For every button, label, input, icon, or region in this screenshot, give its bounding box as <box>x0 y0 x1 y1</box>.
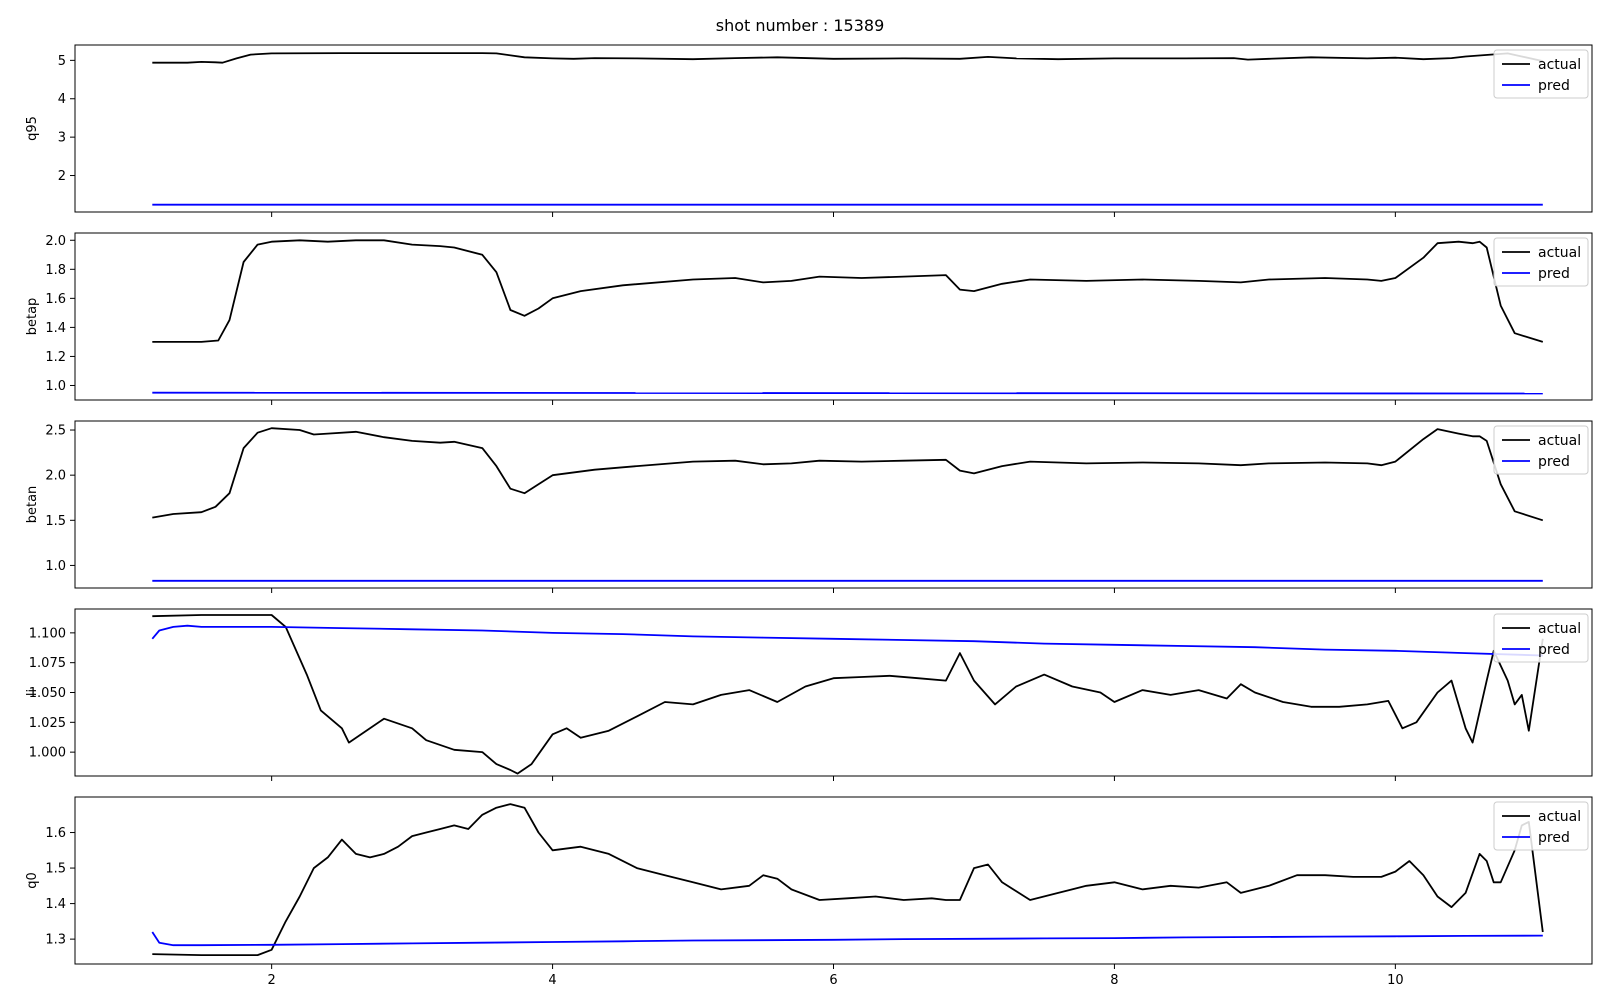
x-tick-label: 10 <box>1387 973 1404 988</box>
legend-box <box>1493 613 1589 663</box>
subplot-q95: 2 3 4 5 q95 actual pred <box>25 44 1593 217</box>
legend-box <box>1493 49 1589 99</box>
y-axis-label: betan <box>25 486 40 524</box>
legend-label-pred: pred <box>1538 830 1570 846</box>
y-tick-label: 2.5 <box>45 424 66 439</box>
subplot-betap: 1.0 1.2 1.4 1.6 1.8 2.0 betap actual pred <box>25 232 1593 405</box>
legend-box <box>1493 801 1589 851</box>
series-line-actual <box>152 614 1544 775</box>
y-axis-label: betap <box>25 298 40 336</box>
x-tick-label: 6 <box>829 973 837 988</box>
series-line-actual <box>152 52 1543 64</box>
y-tick-label: 1.2 <box>45 350 66 365</box>
y-axis-label: q0 <box>25 872 40 889</box>
y-tick-label: 2.0 <box>45 469 66 484</box>
legend-label-pred: pred <box>1538 266 1570 282</box>
y-tick-label: 1.025 <box>29 716 66 731</box>
legend-label-actual: actual <box>1538 245 1581 261</box>
y-tick-label: 1.8 <box>45 263 66 278</box>
series-line-pred <box>152 391 1543 395</box>
legend-box <box>1493 425 1589 475</box>
y-tick-label: 2 <box>58 169 66 184</box>
legend: actual pred <box>1493 801 1589 851</box>
legend-label-pred: pred <box>1538 78 1570 94</box>
series-line-pred <box>151 624 1543 657</box>
series-line-actual <box>152 239 1544 343</box>
axes-frame <box>74 608 1593 777</box>
y-tick-label: 1.3 <box>45 933 66 948</box>
figure-title: shot number : 15389 <box>715 16 885 35</box>
y-tick-label: 1.075 <box>29 656 66 671</box>
y-tick-label: 1.050 <box>29 686 66 701</box>
y-tick-label: 1.100 <box>29 626 66 641</box>
x-tick-label: 4 <box>548 973 556 988</box>
axes-frame <box>74 232 1593 401</box>
legend: actual pred <box>1493 49 1589 99</box>
subplot-li: 1.000 1.025 1.050 1.075 1.100 li actual pred <box>25 608 1593 781</box>
y-tick-label: 1.0 <box>45 379 66 394</box>
x-tick-label: 2 <box>268 973 276 988</box>
y-tick-label: 1.5 <box>45 514 66 529</box>
y-tick-label: 1.4 <box>45 897 66 912</box>
legend-label-actual: actual <box>1538 57 1581 73</box>
subplot-q0: 1.3 1.4 1.5 1.6 2 4 6 8 10 q0 actual pred <box>25 796 1593 988</box>
subplot-betan: 1.0 1.5 2.0 2.5 betan actual pred <box>25 420 1593 593</box>
legend-label-pred: pred <box>1538 454 1570 470</box>
y-tick-label: 1.6 <box>45 292 66 307</box>
series-line-actual <box>152 803 1544 956</box>
legend: actual pred <box>1493 237 1589 287</box>
y-tick-label: 2.0 <box>45 234 66 249</box>
y-tick-label: 1.4 <box>45 321 66 336</box>
axes-frame <box>74 420 1593 589</box>
legend-label-pred: pred <box>1538 642 1570 658</box>
y-axis-label: li <box>25 689 40 696</box>
y-tick-label: 1.0 <box>45 559 66 574</box>
y-axis-label: q95 <box>25 116 40 141</box>
legend-label-actual: actual <box>1538 433 1581 449</box>
series-line-actual <box>152 427 1544 522</box>
legend: actual pred <box>1493 613 1589 663</box>
y-tick-label: 1.000 <box>29 746 66 761</box>
x-tick-label: 8 <box>1110 973 1118 988</box>
legend-label-actual: actual <box>1538 809 1581 825</box>
y-tick-label: 4 <box>58 92 66 107</box>
y-tick-label: 1.5 <box>45 862 66 877</box>
legend: actual pred <box>1493 425 1589 475</box>
series-line-pred <box>151 931 1543 947</box>
y-tick-label: 1.6 <box>45 826 66 841</box>
axes-frame <box>74 44 1593 213</box>
legend-label-actual: actual <box>1538 621 1581 637</box>
y-tick-label: 3 <box>58 131 66 146</box>
y-tick-label: 5 <box>58 54 66 69</box>
legend-box <box>1493 237 1589 287</box>
